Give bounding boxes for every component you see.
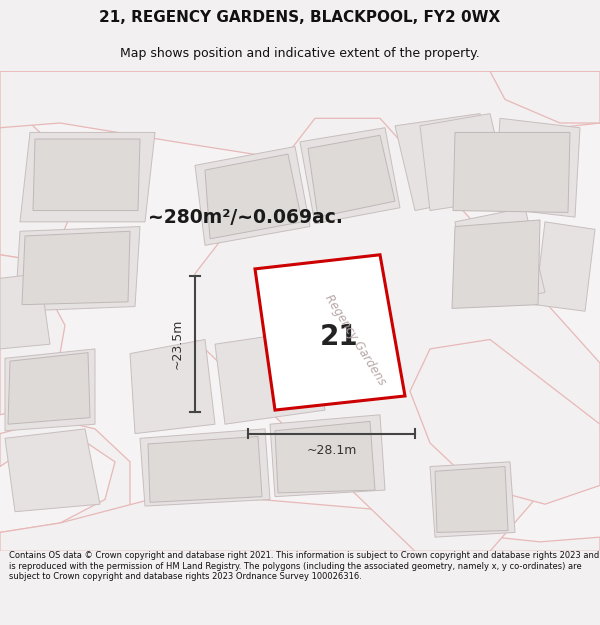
Polygon shape (453, 132, 570, 212)
Polygon shape (255, 255, 405, 410)
Polygon shape (33, 139, 140, 211)
Polygon shape (270, 415, 385, 497)
Polygon shape (5, 349, 95, 431)
Polygon shape (140, 429, 270, 506)
Polygon shape (535, 222, 595, 311)
Text: Regency Gardens: Regency Gardens (322, 292, 388, 388)
Polygon shape (0, 499, 600, 551)
Polygon shape (205, 154, 302, 239)
Polygon shape (495, 118, 580, 217)
Polygon shape (8, 352, 90, 424)
Polygon shape (0, 255, 65, 415)
Polygon shape (0, 71, 600, 161)
Polygon shape (452, 220, 540, 308)
Text: 21: 21 (319, 323, 358, 351)
Polygon shape (0, 274, 50, 349)
Polygon shape (410, 339, 600, 504)
Polygon shape (15, 226, 140, 311)
Polygon shape (130, 339, 215, 434)
Text: 21, REGENCY GARDENS, BLACKPOOL, FY2 0WX: 21, REGENCY GARDENS, BLACKPOOL, FY2 0WX (100, 11, 500, 26)
Text: Map shows position and indicative extent of the property.: Map shows position and indicative extent… (120, 48, 480, 61)
Polygon shape (420, 114, 510, 211)
Polygon shape (20, 132, 155, 222)
Text: ~280m²/~0.069ac.: ~280m²/~0.069ac. (148, 208, 343, 227)
Polygon shape (430, 462, 515, 537)
Polygon shape (308, 135, 395, 217)
Polygon shape (0, 419, 130, 551)
Polygon shape (195, 118, 600, 551)
Polygon shape (0, 123, 75, 259)
Polygon shape (455, 208, 545, 306)
Polygon shape (22, 231, 130, 304)
Polygon shape (435, 466, 508, 532)
Polygon shape (300, 127, 400, 224)
Text: ~23.5m: ~23.5m (170, 319, 184, 369)
Polygon shape (275, 421, 375, 493)
Polygon shape (195, 146, 310, 246)
Polygon shape (215, 330, 325, 424)
Text: ~28.1m: ~28.1m (307, 444, 356, 457)
Text: Contains OS data © Crown copyright and database right 2021. This information is : Contains OS data © Crown copyright and d… (9, 551, 599, 581)
Polygon shape (148, 436, 262, 502)
Polygon shape (490, 71, 600, 123)
Polygon shape (395, 114, 500, 211)
Polygon shape (5, 429, 100, 512)
